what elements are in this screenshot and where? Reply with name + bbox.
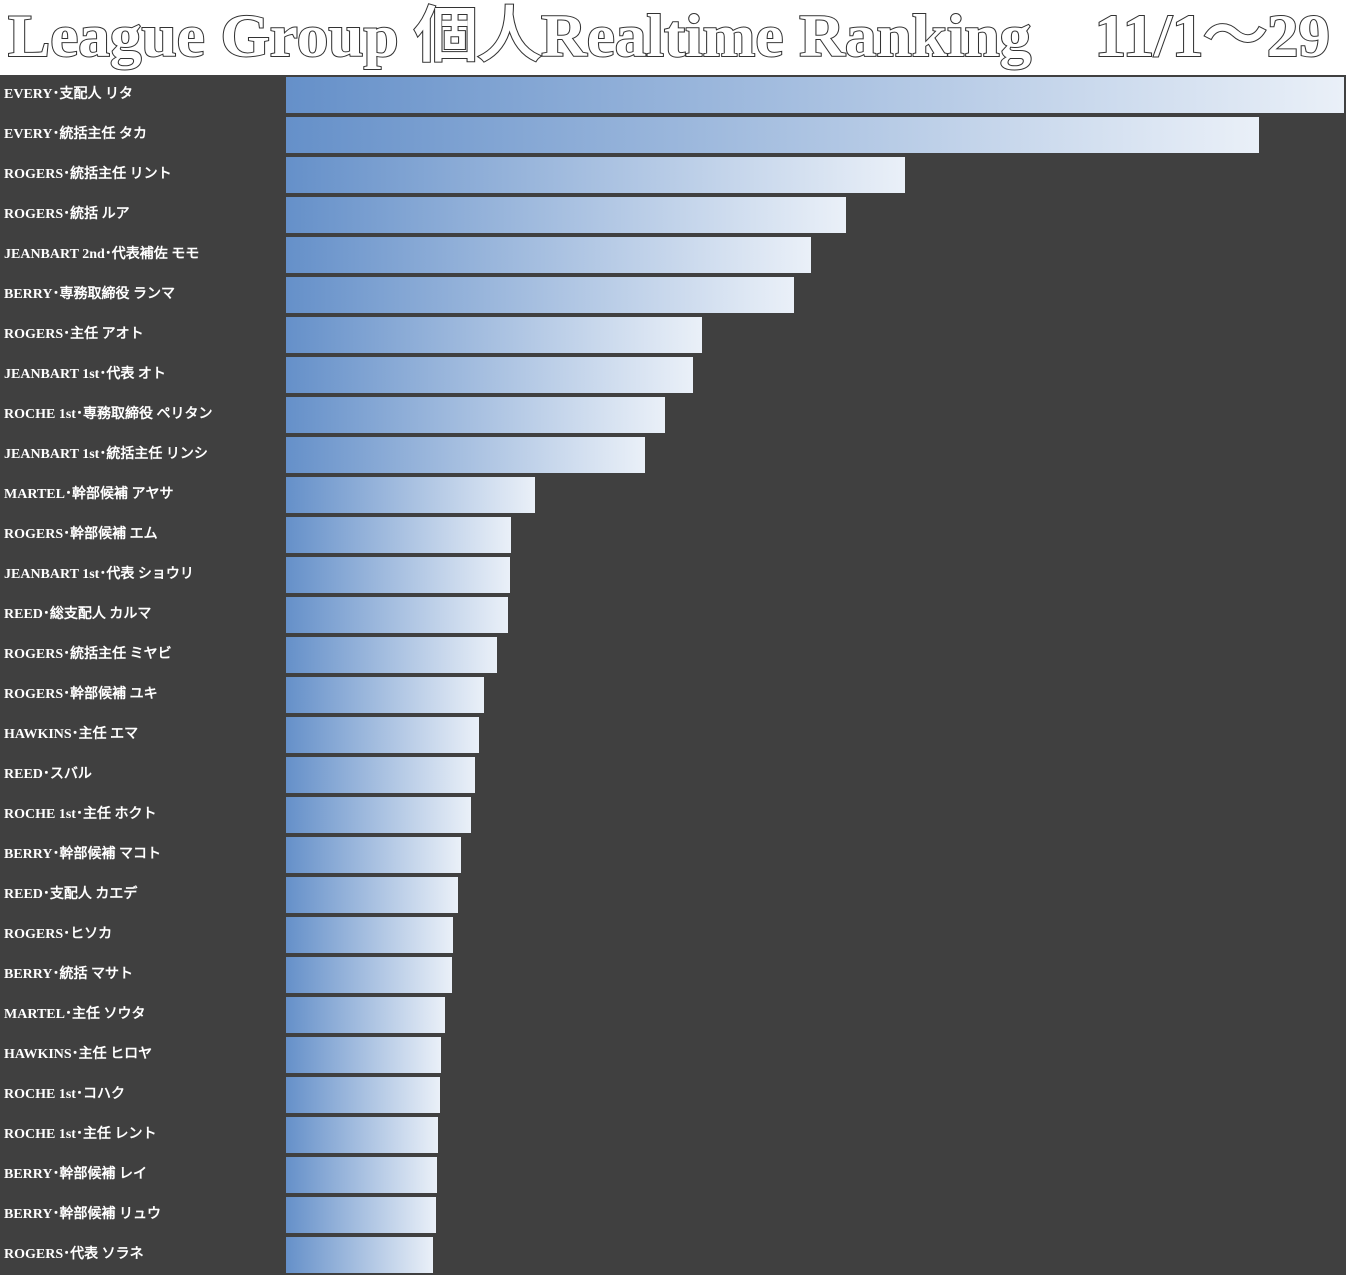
bar (286, 277, 794, 313)
bar (286, 117, 1259, 153)
bar (286, 677, 484, 713)
bar (286, 437, 645, 473)
bar (286, 477, 535, 513)
chart-title: League Group 個人Realtime Ranking 11/1～29 (8, 3, 1330, 69)
y-tick-label: BERRY･専務取締役 ランマ (4, 285, 175, 302)
bar (286, 1157, 437, 1193)
bar (286, 397, 665, 433)
y-tick-label: MARTEL･主任 ソウタ (4, 1005, 145, 1022)
y-tick-label: JEANBART 1st･代表 ショウリ (4, 565, 194, 582)
bar (286, 1077, 440, 1113)
y-tick-label: REED･支配人 カエデ (4, 885, 138, 902)
y-tick-label: JEANBART 1st･代表 オト (4, 365, 166, 382)
bar (286, 597, 508, 633)
bar (286, 557, 510, 593)
y-tick-label: MARTEL･幹部候補 アヤサ (4, 485, 173, 502)
y-tick-label: ROGERS･幹部候補 ユキ (4, 685, 158, 702)
bar (286, 1037, 441, 1073)
y-tick-label: ROGERS･統括主任 リント (4, 165, 172, 182)
y-tick-label: JEANBART 1st･統括主任 リンシ (4, 445, 208, 462)
bar (286, 917, 453, 953)
bar (286, 77, 1344, 113)
bar (286, 317, 702, 353)
bar (286, 637, 497, 673)
y-tick-label: ROCHE 1st･主任 ホクト (4, 805, 156, 822)
bar (286, 797, 471, 833)
y-tick-label: ROCHE 1st･専務取締役 ペリタン (4, 405, 212, 422)
bar (286, 197, 846, 233)
bar (286, 877, 458, 913)
bar (286, 1117, 438, 1153)
plot-area (0, 75, 1346, 1275)
bar (286, 717, 479, 753)
y-tick-label: JEANBART 2nd･代表補佐 モモ (4, 245, 199, 262)
bar (286, 357, 693, 393)
y-tick-label: ROGERS･代表 ソラネ (4, 1245, 144, 1262)
y-tick-label: BERRY･幹部候補 マコト (4, 845, 161, 862)
bar (286, 957, 452, 993)
y-tick-label: BERRY･統括 マサト (4, 965, 133, 982)
bar (286, 837, 461, 873)
bar (286, 237, 811, 273)
y-tick-label: HAWKINS･主任 エマ (4, 725, 138, 742)
y-tick-label: EVERY･統括主任 タカ (4, 125, 147, 142)
y-tick-label: REED･総支配人 カルマ (4, 605, 151, 622)
title-band (0, 0, 1346, 75)
y-tick-label: ROGERS･ヒソカ (4, 926, 112, 942)
bar (286, 997, 445, 1033)
y-tick-label: ROCHE 1st･主任 レント (4, 1125, 156, 1142)
bar (286, 1197, 436, 1233)
y-tick-label: BERRY･幹部候補 リュウ (4, 1205, 161, 1222)
y-tick-label: REED･スバル (4, 766, 92, 782)
y-tick-label: ROGERS･主任 アオト (4, 325, 144, 342)
y-tick-label: ROCHE 1st･コハク (4, 1086, 125, 1102)
bar (286, 757, 475, 793)
bar (286, 157, 905, 193)
y-tick-label: ROGERS･統括 ルア (4, 205, 130, 222)
bar (286, 1237, 433, 1273)
y-tick-label: EVERY･支配人 リタ (4, 85, 133, 102)
y-tick-label: BERRY･幹部候補 レイ (4, 1165, 147, 1182)
y-tick-label: ROGERS･統括主任 ミヤビ (4, 645, 172, 662)
bar (286, 517, 511, 553)
y-tick-label: ROGERS･幹部候補 エム (4, 525, 158, 542)
y-tick-label: HAWKINS･主任 ヒロヤ (4, 1045, 152, 1062)
